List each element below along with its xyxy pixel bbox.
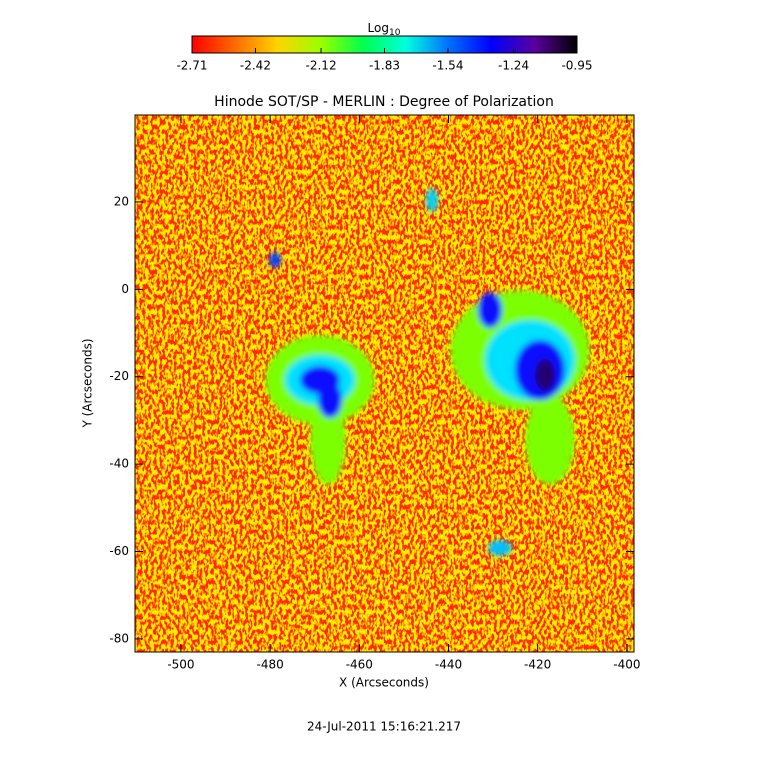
y-tick-label: -40 xyxy=(109,457,129,471)
colorbar-tick-label: -1.24 xyxy=(498,59,529,73)
footer-timestamp: 24-Jul-2011 15:16:21.217 xyxy=(307,720,461,734)
x-tick-label: -500 xyxy=(167,658,194,672)
x-tick-label: -480 xyxy=(257,658,284,672)
x-axis-label: X (Arcseconds) xyxy=(339,676,429,690)
y-axis-label: Y (Arcseconds) xyxy=(81,338,95,428)
colorbar-tick-label: -0.95 xyxy=(561,59,592,73)
colorbar-tick-label: -1.83 xyxy=(369,59,400,73)
plot-frame xyxy=(134,114,635,653)
colorbar-tick-label: -2.42 xyxy=(240,59,271,73)
colorbar-label: Log10 xyxy=(368,21,401,38)
polarization-map xyxy=(135,115,634,652)
x-tick-label: -420 xyxy=(524,658,551,672)
y-tick-label: 20 xyxy=(114,194,129,208)
y-tick-label: -80 xyxy=(109,631,129,645)
x-tick-label: -400 xyxy=(613,658,640,672)
y-tick-label: -20 xyxy=(109,369,129,383)
y-tick-label: 0 xyxy=(121,282,129,296)
y-tick-label: -60 xyxy=(109,544,129,558)
colorbar-tick-label: -2.71 xyxy=(176,59,207,73)
colorbar-tick-label: -2.12 xyxy=(306,59,337,73)
x-tick-label: -460 xyxy=(346,658,373,672)
colorbar-tick-label: -1.54 xyxy=(432,59,463,73)
chart-title: Hinode SOT/SP - MERLIN : Degree of Polar… xyxy=(214,94,554,110)
x-tick-label: -440 xyxy=(435,658,462,672)
